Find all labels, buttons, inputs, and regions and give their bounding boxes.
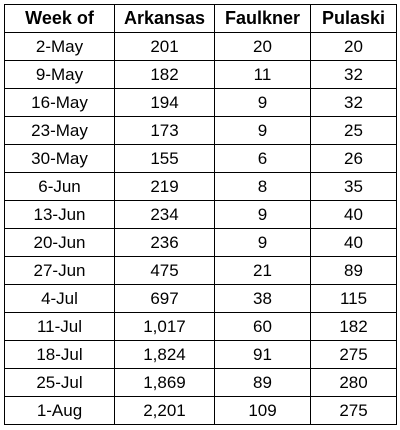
faulkner-cell: 9 <box>214 200 311 229</box>
week-cell: 6-Jun <box>4 172 115 201</box>
faulkner-cell: 9 <box>214 88 311 117</box>
arkansas-cell: 194 <box>114 88 215 117</box>
week-cell: 30-May <box>4 144 115 173</box>
arkansas-cell: 219 <box>114 172 215 201</box>
arkansas-cell: 234 <box>114 200 215 229</box>
week-cell: 27-Jun <box>4 256 115 285</box>
week-cell: 16-May <box>4 88 115 117</box>
faulkner-cell: 91 <box>214 340 311 369</box>
week-cell: 13-Jun <box>4 200 115 229</box>
arkansas-cell: 697 <box>114 284 215 313</box>
table-row: 4-Jul 697 38 115 <box>4 284 397 313</box>
faulkner-cell: 38 <box>214 284 311 313</box>
pulaski-cell: 35 <box>310 172 397 201</box>
pulaski-cell: 182 <box>310 312 397 341</box>
week-cell: 18-Jul <box>4 340 115 369</box>
table-row: 23-May 173 9 25 <box>4 116 397 145</box>
faulkner-cell: 89 <box>214 368 311 397</box>
faulkner-cell: 9 <box>214 116 311 145</box>
header-arkansas: Arkansas <box>114 4 215 33</box>
table-row: 20-Jun 236 9 40 <box>4 228 397 257</box>
header-row: Week of Arkansas Faulkner Pulaski <box>4 4 397 33</box>
week-cell: 9-May <box>4 60 115 89</box>
arkansas-cell: 2,201 <box>114 396 215 425</box>
pulaski-cell: 40 <box>310 200 397 229</box>
week-cell: 20-Jun <box>4 228 115 257</box>
week-cell: 23-May <box>4 116 115 145</box>
week-cell: 11-Jul <box>4 312 115 341</box>
table-row: 25-Jul 1,869 89 280 <box>4 368 397 397</box>
faulkner-cell: 9 <box>214 228 311 257</box>
table-row: 11-Jul 1,017 60 182 <box>4 312 397 341</box>
faulkner-cell: 6 <box>214 144 311 173</box>
pulaski-cell: 25 <box>310 116 397 145</box>
header-week-of: Week of <box>4 4 115 33</box>
cases-table: Week of Arkansas Faulkner Pulaski 2-May 2… <box>4 4 397 425</box>
faulkner-cell: 8 <box>214 172 311 201</box>
pulaski-cell: 32 <box>310 88 397 117</box>
faulkner-cell: 21 <box>214 256 311 285</box>
table-row: 6-Jun 219 8 35 <box>4 172 397 201</box>
cases-table-container: Week of Arkansas Faulkner Pulaski 2-May 2… <box>4 4 397 425</box>
table-row: 27-Jun 475 21 89 <box>4 256 397 285</box>
arkansas-cell: 1,017 <box>114 312 215 341</box>
pulaski-cell: 32 <box>310 60 397 89</box>
pulaski-cell: 40 <box>310 228 397 257</box>
arkansas-cell: 182 <box>114 60 215 89</box>
faulkner-cell: 60 <box>214 312 311 341</box>
arkansas-cell: 173 <box>114 116 215 145</box>
table-body: 2-May 201 20 20 9-May 182 11 32 16-May 194 9 32 23-M… <box>4 32 397 425</box>
week-cell: 4-Jul <box>4 284 115 313</box>
header-pulaski: Pulaski <box>310 4 397 33</box>
faulkner-cell: 109 <box>214 396 311 425</box>
table-row: 13-Jun 234 9 40 <box>4 200 397 229</box>
pulaski-cell: 275 <box>310 396 397 425</box>
table-row: 16-May 194 9 32 <box>4 88 397 117</box>
header-faulkner: Faulkner <box>214 4 311 33</box>
week-cell: 25-Jul <box>4 368 115 397</box>
arkansas-cell: 201 <box>114 32 215 61</box>
arkansas-cell: 1,869 <box>114 368 215 397</box>
arkansas-cell: 475 <box>114 256 215 285</box>
arkansas-cell: 236 <box>114 228 215 257</box>
table-row: 18-Jul 1,824 91 275 <box>4 340 397 369</box>
week-cell: 1-Aug <box>4 396 115 425</box>
pulaski-cell: 280 <box>310 368 397 397</box>
table-row: 9-May 182 11 32 <box>4 60 397 89</box>
table-row: 1-Aug 2,201 109 275 <box>4 396 397 425</box>
pulaski-cell: 275 <box>310 340 397 369</box>
pulaski-cell: 20 <box>310 32 397 61</box>
week-cell: 2-May <box>4 32 115 61</box>
pulaski-cell: 89 <box>310 256 397 285</box>
arkansas-cell: 1,824 <box>114 340 215 369</box>
arkansas-cell: 155 <box>114 144 215 173</box>
faulkner-cell: 11 <box>214 60 311 89</box>
pulaski-cell: 115 <box>310 284 397 313</box>
table-row: 30-May 155 6 26 <box>4 144 397 173</box>
pulaski-cell: 26 <box>310 144 397 173</box>
faulkner-cell: 20 <box>214 32 311 61</box>
table-row: 2-May 201 20 20 <box>4 32 397 61</box>
